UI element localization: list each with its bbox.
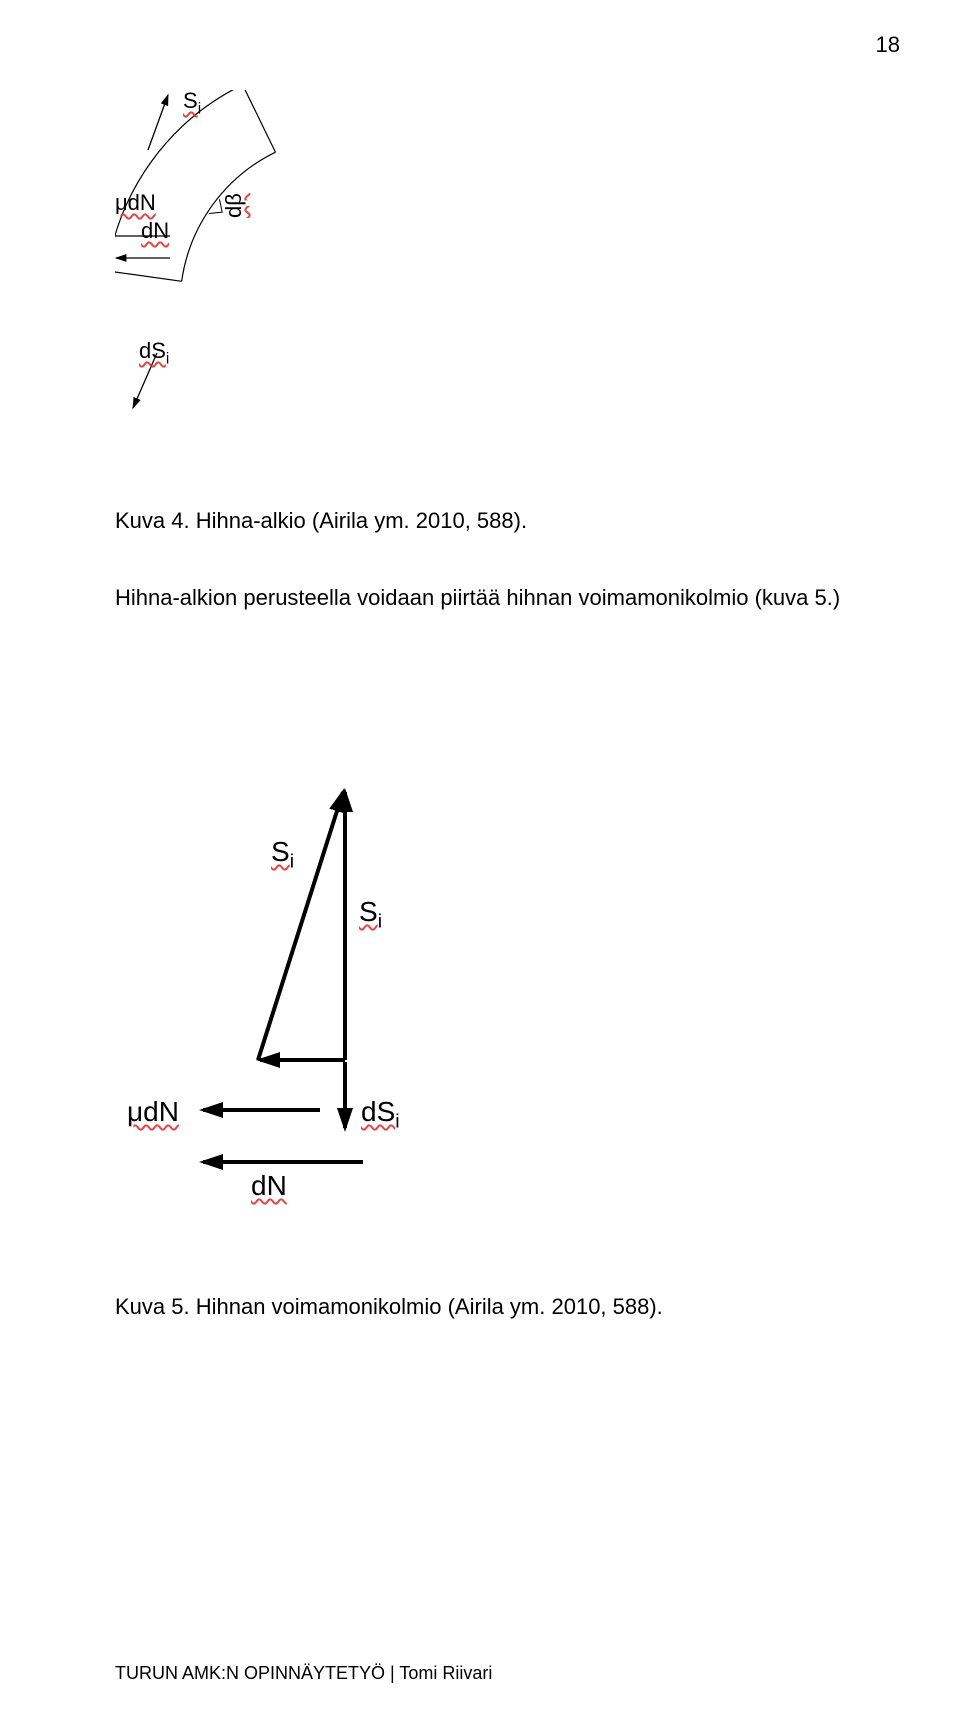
label-dn: dN bbox=[141, 218, 169, 244]
figure-1-caption: Kuva 4. Hihna-alkio (Airila ym. 2010, 58… bbox=[115, 508, 527, 534]
label-si-top: Si bbox=[183, 88, 201, 118]
body-paragraph: Hihna-alkion perusteella voidaan piirtää… bbox=[115, 585, 855, 611]
label-mudn: μdN bbox=[115, 190, 156, 216]
figure-2-svg bbox=[115, 700, 595, 1220]
label-dbeta: dβ bbox=[221, 193, 247, 218]
page-number: 18 bbox=[876, 32, 900, 58]
figure-2-caption: Kuva 5. Hihnan voimamonikolmio (Airila y… bbox=[115, 1294, 663, 1320]
label2-dsi: dSi bbox=[361, 1096, 400, 1134]
label2-dn: dN bbox=[251, 1170, 287, 1202]
label-dsi: dSi bbox=[139, 338, 169, 368]
footer-text: TURUN AMK:N OPINNÄYTETYÖ | Tomi Riivari bbox=[115, 1663, 492, 1684]
label2-mudn: μdN bbox=[127, 1096, 179, 1128]
figure-2: Si Si μdN dSi dN bbox=[115, 700, 595, 1220]
figure-1-svg bbox=[115, 90, 595, 490]
label2-si-right: Si bbox=[359, 896, 382, 934]
label2-si: Si bbox=[271, 836, 294, 874]
figure-1: Si μdN dN dβ dSi bbox=[115, 90, 595, 490]
